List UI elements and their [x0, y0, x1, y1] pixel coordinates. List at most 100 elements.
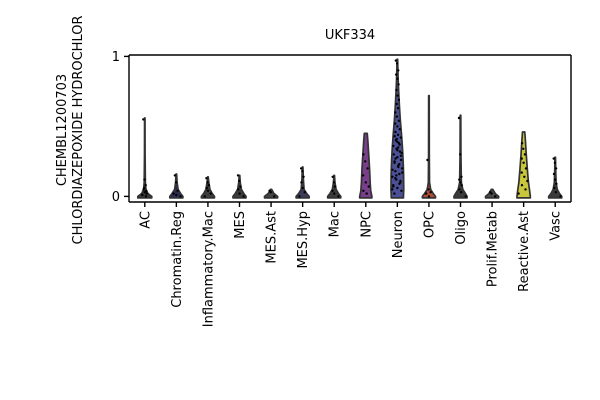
- data-point: [394, 122, 397, 125]
- data-point: [397, 69, 400, 72]
- data-point: [554, 191, 557, 194]
- data-point: [145, 192, 149, 195]
- data-point: [332, 181, 336, 184]
- data-point: [395, 115, 399, 118]
- data-point: [457, 116, 461, 120]
- data-point: [399, 179, 402, 183]
- data-point: [398, 182, 401, 185]
- data-point: [299, 167, 303, 170]
- data-point: [391, 168, 394, 171]
- data-point: [426, 158, 429, 162]
- data-point: [559, 195, 562, 198]
- data-point: [172, 192, 175, 195]
- data-point: [239, 185, 242, 188]
- x-tick-label-oligo: Oligo: [454, 211, 469, 245]
- data-point: [392, 144, 395, 148]
- data-point: [205, 177, 208, 180]
- data-point: [273, 195, 276, 198]
- data-point: [399, 154, 403, 157]
- data-point: [236, 174, 240, 177]
- x-tick-label-neuron: Neuron: [391, 211, 406, 258]
- data-point: [143, 191, 146, 194]
- data-point: [523, 153, 527, 156]
- data-point: [175, 193, 178, 197]
- data-point: [207, 184, 211, 187]
- violin-reactive-ast: [516, 131, 532, 199]
- data-point: [400, 151, 403, 155]
- data-point: [522, 161, 525, 164]
- data-point: [143, 178, 146, 181]
- data-point: [301, 186, 304, 190]
- data-point: [391, 188, 394, 191]
- data-point: [520, 142, 524, 145]
- data-point: [238, 179, 241, 183]
- data-point: [552, 157, 555, 160]
- data-point: [301, 170, 304, 173]
- data-point: [398, 143, 401, 146]
- data-point: [396, 186, 399, 190]
- data-point: [396, 149, 399, 152]
- x-tick-label-inflammatory-mac: Inflammatory.Mac: [201, 211, 216, 327]
- x-tick-label-mac: Mac: [328, 211, 343, 237]
- data-point: [459, 181, 462, 184]
- data-point: [392, 153, 396, 156]
- data-point: [362, 189, 365, 192]
- data-point: [553, 186, 556, 190]
- violin-oligo: [453, 114, 468, 199]
- data-point: [365, 192, 368, 195]
- data-point: [393, 192, 396, 195]
- data-point: [141, 193, 144, 197]
- data-point: [391, 175, 394, 178]
- data-point: [209, 192, 212, 195]
- data-point: [395, 88, 398, 92]
- data-point: [554, 178, 557, 181]
- y-axis-label-line-2: CHLORDIAZEPOXIDE HYDROCHLOR: [71, 16, 86, 245]
- data-point: [396, 125, 399, 128]
- data-point: [361, 174, 365, 177]
- data-point: [398, 163, 401, 166]
- data-point: [205, 186, 208, 190]
- data-point: [395, 137, 398, 141]
- violin-mes-ast: [263, 188, 279, 199]
- x-tick-label-chromatin-reg: Chromatin.Reg: [170, 211, 185, 308]
- y-tick-label: 1: [112, 50, 120, 65]
- data-point: [302, 175, 305, 178]
- data-point: [398, 150, 402, 153]
- data-point: [396, 156, 399, 159]
- data-point: [331, 175, 334, 178]
- data-point: [333, 185, 337, 188]
- data-point: [398, 128, 401, 131]
- data-point: [399, 158, 403, 162]
- data-point: [459, 153, 462, 156]
- x-tick-label-ac: AC: [138, 211, 153, 229]
- data-point: [145, 189, 148, 192]
- data-point: [396, 77, 399, 81]
- data-point: [429, 191, 432, 194]
- data-point: [364, 160, 367, 163]
- chart-title: UKF334: [325, 28, 375, 43]
- x-tick-label-vasc: Vasc: [549, 211, 564, 241]
- data-point: [494, 195, 497, 198]
- data-point: [393, 160, 396, 163]
- violin-chromatin-reg: [168, 173, 184, 199]
- data-point: [298, 195, 301, 198]
- data-point: [337, 195, 340, 198]
- data-point: [364, 181, 367, 184]
- data-point: [396, 146, 400, 149]
- data-point: [458, 178, 461, 181]
- data-point: [392, 185, 395, 188]
- data-point: [520, 157, 523, 160]
- x-tick-label-mes-hyp: MES.Hyp: [296, 211, 311, 269]
- x-tick-label-npc: NPC: [359, 211, 374, 238]
- x-tick-label-mes-ast: MES.Ast: [265, 211, 280, 264]
- data-point: [553, 161, 557, 164]
- data-point: [394, 73, 398, 76]
- data-point: [397, 165, 400, 169]
- data-point: [206, 189, 210, 192]
- data-point: [142, 186, 146, 190]
- data-point: [362, 153, 365, 156]
- data-point: [427, 188, 430, 191]
- data-point: [520, 171, 523, 174]
- data-point: [144, 195, 148, 198]
